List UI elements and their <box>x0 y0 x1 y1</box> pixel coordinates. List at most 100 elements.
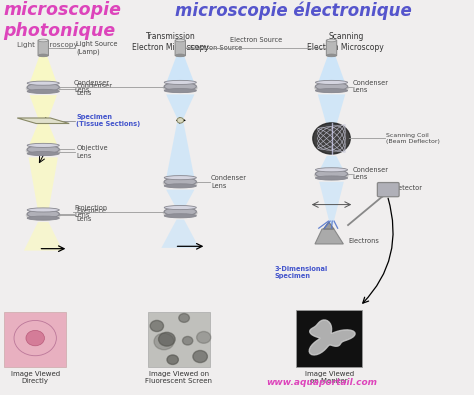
Text: Electron Source: Electron Source <box>190 45 242 51</box>
Text: Electrons: Electrons <box>348 238 379 244</box>
Ellipse shape <box>315 170 348 180</box>
Circle shape <box>182 337 193 345</box>
Circle shape <box>179 314 190 322</box>
Polygon shape <box>29 56 57 83</box>
Ellipse shape <box>27 208 59 212</box>
Ellipse shape <box>164 88 196 93</box>
Circle shape <box>197 331 211 343</box>
Ellipse shape <box>27 81 59 85</box>
Text: Transmission
Electron Microscopy: Transmission Electron Microscopy <box>132 32 209 52</box>
Polygon shape <box>309 320 355 355</box>
Polygon shape <box>318 94 345 126</box>
Text: Condenser
Lens: Condenser Lens <box>74 80 110 93</box>
Ellipse shape <box>164 176 196 180</box>
Ellipse shape <box>316 88 347 93</box>
Ellipse shape <box>327 54 336 57</box>
Polygon shape <box>166 94 194 118</box>
Text: Image Viewed on
Fluorescent Screen: Image Viewed on Fluorescent Screen <box>146 371 212 384</box>
Text: Image Viewed
on Monitor: Image Viewed on Monitor <box>305 371 354 384</box>
Ellipse shape <box>316 82 347 91</box>
Ellipse shape <box>164 214 196 218</box>
Text: microscopie: microscopie <box>3 2 121 19</box>
Text: Scanning
Electron Microscopy: Scanning Electron Microscopy <box>307 32 384 52</box>
Ellipse shape <box>164 184 196 188</box>
Polygon shape <box>29 95 57 118</box>
Circle shape <box>150 320 164 331</box>
Text: Light Source
(Lamp): Light Source (Lamp) <box>76 41 118 55</box>
Ellipse shape <box>27 152 59 156</box>
Text: microscopie électronique: microscopie électronique <box>175 2 412 20</box>
Polygon shape <box>315 229 343 244</box>
Ellipse shape <box>27 211 60 220</box>
Text: Specimen
(Tissue Sections): Specimen (Tissue Sections) <box>76 114 141 128</box>
Text: Condenser
Lens: Condenser Lens <box>211 175 247 188</box>
Ellipse shape <box>316 168 347 172</box>
Text: Objective
Lens: Objective Lens <box>76 145 108 159</box>
Ellipse shape <box>38 39 48 42</box>
Text: Scanning Coil
(Beam Deflector): Scanning Coil (Beam Deflector) <box>386 133 440 144</box>
Ellipse shape <box>164 80 196 85</box>
Polygon shape <box>161 220 199 248</box>
Circle shape <box>159 332 175 346</box>
FancyBboxPatch shape <box>377 182 399 197</box>
Polygon shape <box>28 157 58 211</box>
Ellipse shape <box>313 123 350 154</box>
Ellipse shape <box>316 80 347 85</box>
Text: Light Microscopy: Light Microscopy <box>17 42 78 48</box>
Polygon shape <box>319 182 344 225</box>
Ellipse shape <box>164 83 197 92</box>
FancyBboxPatch shape <box>175 40 185 56</box>
Ellipse shape <box>316 169 347 178</box>
Ellipse shape <box>164 82 196 91</box>
Text: Detector: Detector <box>393 184 422 191</box>
Ellipse shape <box>327 39 336 42</box>
Ellipse shape <box>38 54 48 57</box>
Text: photonique: photonique <box>3 23 115 40</box>
Ellipse shape <box>27 89 59 94</box>
Ellipse shape <box>27 83 59 92</box>
Polygon shape <box>28 124 58 146</box>
Ellipse shape <box>27 145 59 154</box>
Ellipse shape <box>164 205 196 210</box>
Ellipse shape <box>27 216 59 220</box>
Ellipse shape <box>164 177 196 186</box>
Circle shape <box>193 350 208 363</box>
FancyBboxPatch shape <box>38 40 48 56</box>
Text: 3-Dimensional
Specimen: 3-Dimensional Specimen <box>275 266 328 279</box>
Text: Condenser
Lens: Condenser Lens <box>353 80 389 93</box>
Ellipse shape <box>164 178 197 188</box>
Ellipse shape <box>27 84 60 93</box>
Ellipse shape <box>164 207 196 216</box>
Polygon shape <box>323 222 334 229</box>
Circle shape <box>26 330 45 346</box>
Circle shape <box>154 333 174 350</box>
Polygon shape <box>166 190 194 209</box>
Text: Projection
Lens: Projection Lens <box>74 205 107 218</box>
Polygon shape <box>318 56 345 83</box>
Polygon shape <box>24 222 63 251</box>
Polygon shape <box>319 156 344 171</box>
Ellipse shape <box>164 208 197 218</box>
Ellipse shape <box>316 176 347 180</box>
FancyBboxPatch shape <box>296 310 362 367</box>
Ellipse shape <box>27 143 59 147</box>
FancyBboxPatch shape <box>4 312 66 367</box>
Ellipse shape <box>175 39 185 42</box>
Ellipse shape <box>315 83 348 92</box>
Polygon shape <box>166 56 194 83</box>
Text: Image Viewed
Directly: Image Viewed Directly <box>10 371 60 384</box>
Ellipse shape <box>175 54 185 57</box>
Text: www.aquaportail.com: www.aquaportail.com <box>266 378 378 387</box>
Text: Eyepiece
Lens: Eyepiece Lens <box>76 209 107 222</box>
Circle shape <box>177 118 183 123</box>
Polygon shape <box>166 123 194 179</box>
Text: Electron Source: Electron Source <box>230 37 282 43</box>
FancyBboxPatch shape <box>326 40 337 56</box>
Ellipse shape <box>27 146 60 155</box>
Text: Condenser
Lens: Condenser Lens <box>76 83 112 96</box>
Polygon shape <box>17 118 69 124</box>
Text: Condenser
Lens: Condenser Lens <box>353 167 389 181</box>
FancyBboxPatch shape <box>148 312 210 367</box>
Ellipse shape <box>27 210 59 218</box>
Circle shape <box>167 355 178 365</box>
